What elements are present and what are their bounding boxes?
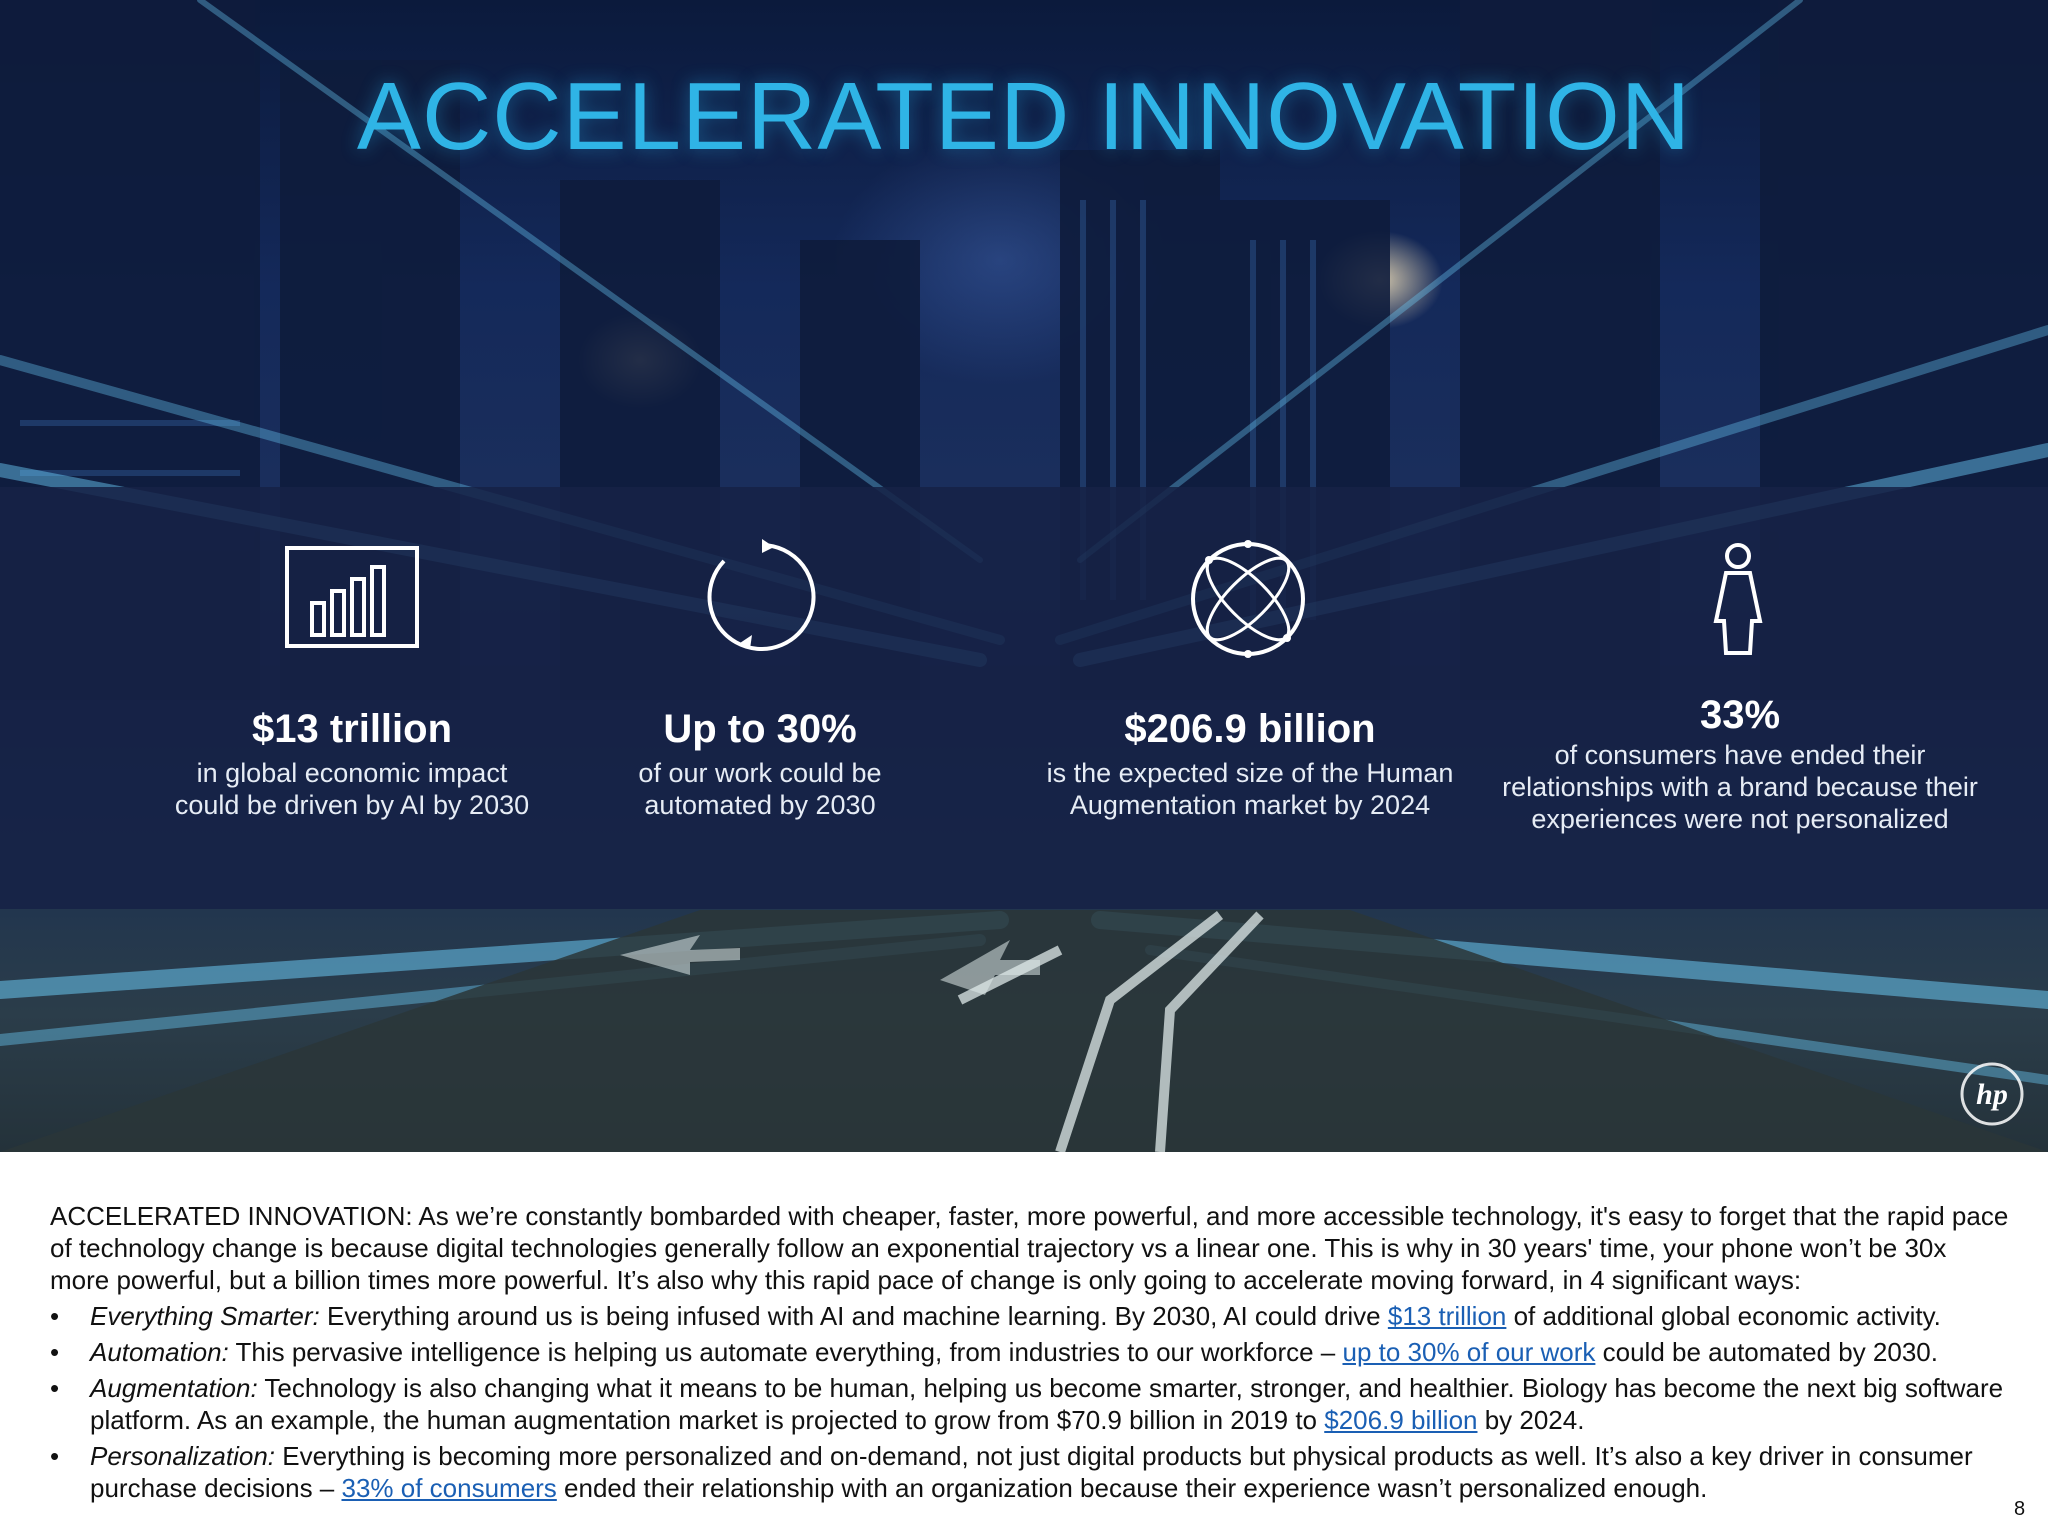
person-icon	[1708, 543, 1768, 664]
bar-chart-icon	[284, 545, 420, 654]
stat-value: $206.9 billion	[1124, 707, 1376, 751]
bullet-marker: •	[50, 1337, 60, 1367]
stat-value: Up to 30%	[663, 707, 857, 751]
link-33-percent-consumers[interactable]: 33% of consumers	[341, 1473, 557, 1503]
list-item: • Augmentation: Technology is also chang…	[50, 1373, 2004, 1435]
stats-band: $13 trillion in global economic impact c…	[0, 487, 2048, 909]
page-number: 8	[2014, 1498, 2026, 1520]
list-item: • Everything Smarter: Everything around …	[50, 1301, 1941, 1331]
svg-text:hp: hp	[1976, 1078, 2008, 1111]
notes-intro: ACCELERATED INNOVATION: As we’re constan…	[50, 1201, 2009, 1295]
slide-title: ACCELERATED INNOVATION	[356, 63, 1692, 170]
stat-description: in global economic impact could be drive…	[174, 758, 530, 820]
bullet-marker: •	[50, 1441, 60, 1471]
list-item: • Automation: This pervasive intelligenc…	[50, 1337, 1938, 1367]
bullet-marker: •	[50, 1373, 60, 1403]
slide-image: ACCELERATED INNOVATION $13 trillion in g…	[0, 0, 2048, 1152]
stat-description: is the expected size of the Human Augmen…	[1046, 758, 1454, 820]
list-item: • Personalization: Everything is becomin…	[50, 1441, 1973, 1503]
link-up-to-30-percent[interactable]: up to 30% of our work	[1342, 1337, 1596, 1367]
bullet-lead: Automation:	[90, 1337, 229, 1367]
bullet-marker: •	[50, 1301, 60, 1331]
speaker-notes: ACCELERATED INNOVATION: As we’re constan…	[50, 1200, 2010, 1508]
refresh-cycle-icon	[704, 539, 820, 660]
stat-value: 33%	[1699, 693, 1781, 737]
notes-bullet-list: • Everything Smarter: Everything around …	[50, 1300, 2010, 1504]
globe-network-icon	[1188, 539, 1308, 664]
stat-description: of consumers have ended their relationsh…	[1502, 740, 1978, 834]
bullet-lead: Augmentation:	[90, 1373, 258, 1403]
stat-description: of our work could be automated by 2030	[638, 758, 882, 820]
link-13-trillion[interactable]: $13 trillion	[1387, 1301, 1507, 1331]
bullet-lead: Everything Smarter:	[90, 1301, 320, 1331]
bullet-lead: Personalization:	[90, 1441, 275, 1471]
link-206-billion[interactable]: $206.9 billion	[1324, 1405, 1478, 1435]
stat-value: $13 trillion	[251, 707, 453, 751]
hp-logo: hp	[1960, 1062, 2024, 1131]
